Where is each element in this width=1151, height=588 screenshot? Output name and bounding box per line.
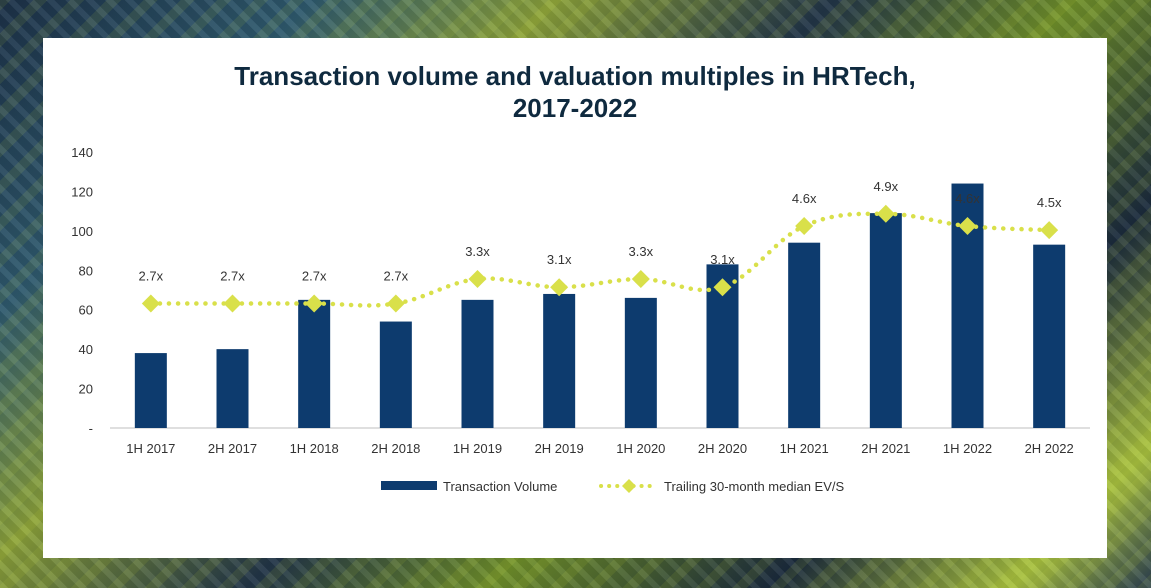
bar-transaction-volume [298,299,331,428]
chart-title-line-2: 2017-2022 [512,93,638,123]
legend-swatch-ev-s-marker [622,479,636,493]
x-tick-label: 1H 2022 [943,441,992,456]
x-tick-label: 1H 2019 [453,441,502,456]
legend-swatch-transaction-volume [381,481,437,490]
marker-ev-s [305,294,324,313]
data-label-ev-s: 3.3x [629,244,654,259]
x-tick-label: 2H 2020 [698,441,747,456]
bar-transaction-volume [461,299,494,428]
marker-ev-s [550,278,569,297]
data-label-ev-s: 4.9x [874,179,899,194]
bar-transaction-volume [869,213,902,428]
marker-ev-s [876,204,895,223]
x-tick-label: 1H 2020 [616,441,665,456]
data-label-ev-s: 4.6x [792,191,817,206]
bar-transaction-volume [134,353,167,428]
line-ev-s [148,211,1052,308]
data-label-ev-s: 2.7x [139,269,164,284]
marker-ev-s [713,278,732,297]
x-tick-label: 2H 2019 [535,441,584,456]
marker-ev-s [958,217,977,236]
y-tick-label: 80 [79,263,93,278]
x-tick-label: 1H 2018 [290,441,339,456]
chart-plot: - 20 40 60 80 100 120 140 1H 2017 2H 2017 1H 2018 2… [71,145,1090,494]
chart-title: Transaction volume and valuation multipl… [43,60,1107,124]
data-label-ev-s: 3.3x [465,244,490,259]
data-label-ev-s: 2.7x [384,269,409,284]
x-tick-label: 2H 2017 [208,441,257,456]
y-tick-label: 60 [79,303,93,318]
marker-ev-s [631,270,650,289]
y-tick-label: 100 [71,224,93,239]
x-tick-label: 1H 2021 [780,441,829,456]
x-tick-label: 2H 2018 [371,441,420,456]
y-tick-label: - [89,421,93,436]
y-tick-label: 40 [79,342,93,357]
marker-ev-s [795,217,814,236]
marker-ev-s [141,294,160,313]
data-label-ev-s: 4.5x [1037,195,1062,210]
chart-title-line-1: Transaction volume and valuation multipl… [234,61,916,91]
y-tick-label: 20 [79,382,93,397]
bar-transaction-volume [543,293,576,428]
legend-label-transaction-volume: Transaction Volume [443,479,557,494]
data-label-ev-s: 3.1x [710,252,735,267]
bar-transaction-volume [624,297,657,428]
x-tick-label: 2H 2021 [861,441,910,456]
bar-transaction-volume [1033,244,1066,428]
marker-ev-s [386,294,405,313]
marker-ev-s [1040,221,1059,240]
marker-ev-s [468,270,487,289]
data-label-ev-s: 2.7x [302,269,327,284]
x-tick-label: 2H 2022 [1025,441,1074,456]
chart-card: Transaction volume and valuation multipl… [43,38,1107,558]
data-label-ev-s: 2.7x [220,269,245,284]
bar-transaction-volume [788,242,821,428]
marker-ev-s [223,294,242,313]
data-label-ev-s: 3.1x [547,252,572,267]
data-label-ev-s: 4.6x [955,191,980,206]
legend-label-ev-s: Trailing 30-month median EV/S [664,479,844,494]
x-tick-label: 1H 2017 [126,441,175,456]
bar-transaction-volume [379,321,412,428]
y-tick-label: 120 [71,184,93,199]
y-tick-label: 140 [71,145,93,160]
bar-transaction-volume [216,349,249,428]
